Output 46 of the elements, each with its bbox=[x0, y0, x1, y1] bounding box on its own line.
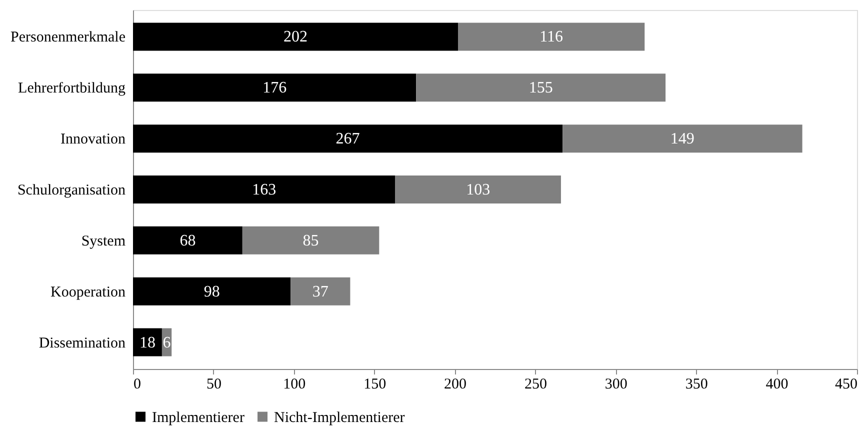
x-tick-label: 350 bbox=[685, 376, 708, 392]
legend-label: Implementierer bbox=[152, 410, 244, 426]
data-label: 202 bbox=[284, 28, 308, 46]
bar bbox=[458, 22, 645, 51]
y-tick-label: Schulorganisation bbox=[17, 182, 126, 198]
x-tick-label: 0 bbox=[134, 376, 141, 392]
bar bbox=[133, 22, 458, 51]
x-tick-label: 450 bbox=[835, 376, 858, 392]
x-tick-label: 300 bbox=[604, 376, 628, 392]
y-tick-label: Dissemination bbox=[38, 335, 126, 352]
bar bbox=[562, 124, 802, 153]
bar bbox=[133, 277, 291, 306]
x-tick-label: 250 bbox=[524, 376, 547, 392]
data-label: 103 bbox=[466, 182, 490, 198]
y-tick-label: Personenmerkmale bbox=[10, 30, 126, 46]
x-tick-label: 150 bbox=[364, 376, 386, 392]
x-tick-label: 100 bbox=[283, 376, 306, 392]
data-label: 155 bbox=[528, 80, 553, 97]
data-label: 18 bbox=[139, 334, 156, 352]
legend-label: Nicht-Implementierer bbox=[274, 410, 405, 426]
x-tick-label: 200 bbox=[444, 376, 467, 392]
bar bbox=[133, 124, 563, 153]
bar bbox=[242, 226, 380, 254]
bar bbox=[290, 277, 350, 306]
y-tick-label: Kooperation bbox=[50, 284, 126, 300]
y-tick-label: Innovation bbox=[60, 132, 126, 148]
data-label: 85 bbox=[302, 232, 319, 250]
bar bbox=[133, 226, 242, 254]
x-tick-label: 400 bbox=[766, 376, 788, 392]
data-label: 98 bbox=[204, 283, 220, 300]
data-label: 163 bbox=[252, 182, 276, 198]
data-label: 37 bbox=[312, 283, 328, 300]
bar bbox=[133, 328, 162, 356]
data-label: 68 bbox=[180, 232, 196, 250]
x-tick-label: 50 bbox=[206, 376, 222, 392]
bar bbox=[416, 74, 666, 102]
bar bbox=[395, 175, 561, 204]
data-label: 6 bbox=[162, 334, 171, 352]
y-tick-label: Lehrerfortbildung bbox=[18, 80, 126, 97]
bar bbox=[133, 175, 396, 204]
bar bbox=[133, 74, 416, 102]
data-label: 176 bbox=[262, 80, 287, 97]
data-label: 267 bbox=[336, 130, 360, 148]
y-tick-label: System bbox=[81, 233, 126, 250]
data-label: 149 bbox=[670, 130, 694, 148]
data-label: 116 bbox=[540, 28, 564, 46]
